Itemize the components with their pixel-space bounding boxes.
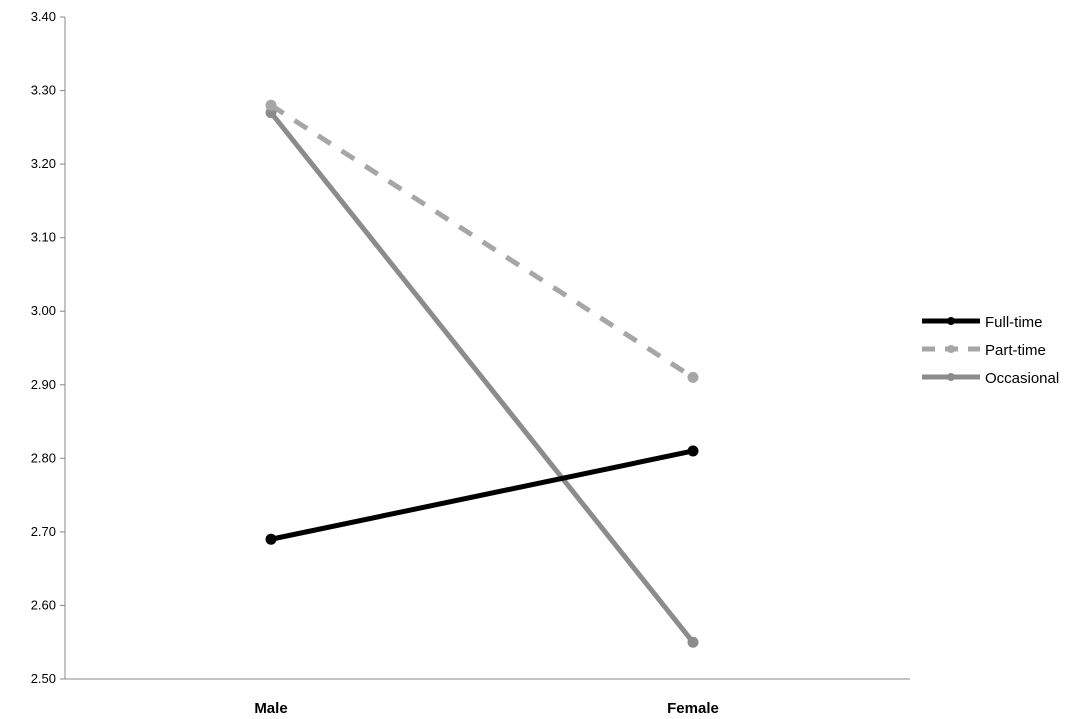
- x-tick-label-female: Female: [667, 700, 719, 717]
- legend-label-part-time: Part-time: [985, 342, 1046, 359]
- legend-item-part-time: Part-time: [922, 342, 1046, 359]
- legend-item-occasional: Occasional: [922, 370, 1059, 387]
- series-line-occasional: [269, 111, 695, 644]
- x-tick-label-male: Male: [254, 700, 287, 717]
- axes: [64, 17, 910, 680]
- y-tick-label: 3.10: [31, 230, 56, 245]
- legend-marker-full-time: [947, 317, 955, 325]
- y-tick-label: 3.00: [31, 303, 56, 318]
- data-point-part-time-male: [265, 99, 277, 111]
- data-point-full-time-male: [265, 533, 277, 545]
- legend-label-full-time: Full-time: [985, 314, 1043, 331]
- data-point-part-time-female: [687, 371, 699, 383]
- series-line-part-time: [269, 103, 695, 380]
- legend: Full-time Part-time Occasional: [922, 314, 1059, 387]
- series-line-full-time: [270, 448, 694, 542]
- y-tick-label: 2.50: [31, 671, 56, 686]
- y-tick-label: 2.80: [31, 450, 56, 465]
- series-lines: [265, 99, 699, 648]
- y-tick-label: 3.40: [31, 9, 56, 24]
- legend-marker-part-time: [947, 345, 955, 353]
- data-point-occasional-female: [687, 636, 699, 648]
- y-tick-label: 3.30: [31, 83, 56, 98]
- y-tick-label: 2.60: [31, 597, 56, 612]
- legend-label-occasional: Occasional: [985, 370, 1059, 387]
- x-tick-labels: Male Female: [254, 700, 719, 717]
- y-tick-label: 2.70: [31, 524, 56, 539]
- y-tick-label: 2.90: [31, 377, 56, 392]
- legend-marker-occasional: [947, 373, 955, 381]
- y-tick-label: 3.20: [31, 156, 56, 171]
- data-point-full-time-female: [687, 445, 699, 457]
- legend-item-full-time: Full-time: [922, 314, 1043, 331]
- y-ticks: 2.50 2.60 2.70 2.80 2.90 3.00 3.10 3.20 3.30 3.40: [31, 9, 65, 686]
